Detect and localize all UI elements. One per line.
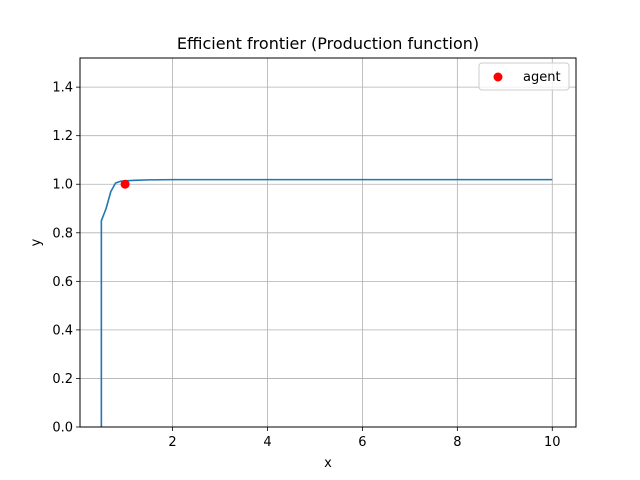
y-axis: 0.0 0.2 0.4 0.6 0.8 1.0 1.2 1.4 [52,81,80,436]
agent-series [120,179,130,189]
x-tick-label: 10 [544,435,561,450]
legend-box [478,62,570,91]
y-tick-label: 1.0 [52,178,73,193]
x-axis: 2 4 6 8 10 [168,427,561,450]
x-tick-label: 8 [453,435,461,450]
y-tick-label: 0.4 [52,323,73,338]
chart-title: Efficient frontier (Production function) [177,34,479,53]
y-tick-label: 0.6 [52,275,73,290]
y-tick-label: 1.2 [52,129,73,144]
agent-point [120,179,130,189]
grid [80,58,576,428]
x-tick-label: 4 [263,435,271,450]
legend: agent [478,62,570,91]
legend-agent-marker [493,72,503,82]
x-tick-label: 6 [358,435,366,450]
y-tick-label: 1.4 [52,81,73,96]
y-tick-label: 0.8 [52,226,73,241]
legend-agent-label: agent [523,70,561,85]
y-tick-label: 0.2 [52,372,73,387]
y-axis-label: y [29,238,44,246]
y-tick-label: 0.0 [52,421,73,436]
x-tick-label: 2 [168,435,176,450]
plot-frame [79,57,577,428]
x-axis-label: x [324,456,332,471]
